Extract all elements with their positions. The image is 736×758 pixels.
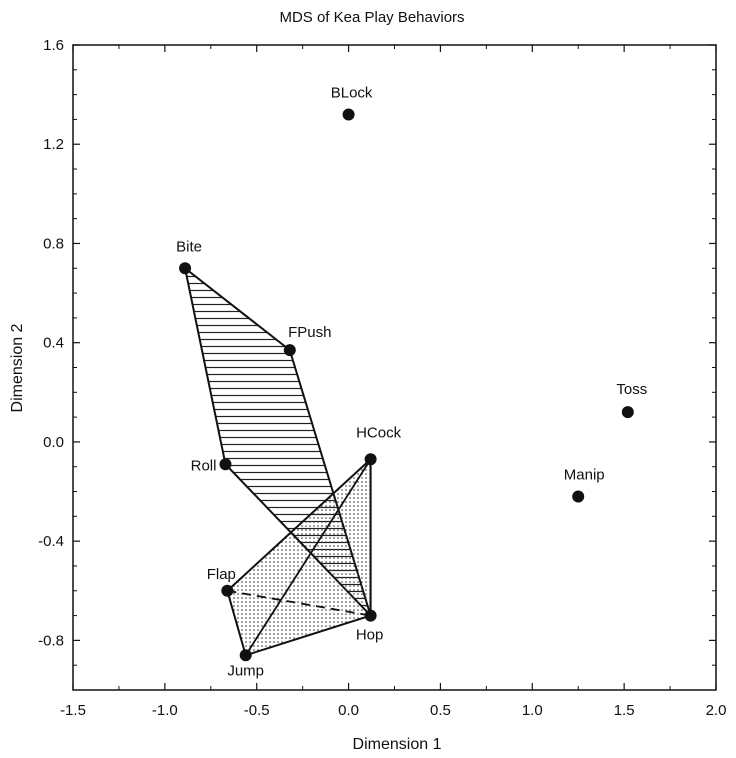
y-tick-label: 1.6 [43, 37, 64, 54]
connectors-layer [227, 458, 372, 656]
y-tick-label: -0.4 [38, 533, 64, 550]
x-tick-label: -0.5 [244, 702, 270, 719]
y-tick-label: 1.2 [43, 136, 64, 153]
point-toss [621, 406, 634, 419]
x-tick-label: 0.0 [338, 702, 359, 719]
y-tick-label: 0.0 [43, 434, 64, 451]
point-hop [364, 609, 377, 622]
point-label-block: BLock [331, 84, 373, 101]
plot-frame [72, 44, 717, 691]
point-block [342, 108, 355, 121]
y-tick-label: 0.8 [43, 235, 64, 252]
regions-layer [184, 267, 372, 657]
y-tick-label: -0.8 [38, 632, 64, 649]
x-axis-title: Dimension 1 [353, 736, 442, 753]
point-manip [572, 490, 585, 503]
point-label-bite: Bite [176, 238, 202, 255]
x-tick-label: -1.0 [152, 702, 178, 719]
connector-jump-hcock [244, 458, 372, 656]
points-layer: BLock Bite FPush Toss HCock Roll Manip Flap Hop J… [176, 84, 647, 679]
point-label-hcock: HCock [356, 424, 402, 441]
chart-title: MDS of Kea Play Behaviors [279, 9, 464, 26]
x-tick-label: 1.5 [614, 702, 635, 719]
x-tick-label: 0.5 [430, 702, 451, 719]
point-label-toss: Toss [616, 381, 647, 398]
point-label-hop: Hop [356, 627, 384, 644]
connector-flap-hop [227, 589, 371, 617]
y-tick-label: 0.4 [43, 335, 64, 352]
point-label-flap: Flap [207, 566, 236, 583]
point-label-roll: Roll [191, 457, 217, 474]
point-label-fpush: FPush [288, 324, 331, 341]
point-label-jump: Jump [227, 662, 264, 679]
point-bite [179, 262, 192, 275]
x-tick-label: 1.0 [522, 702, 543, 719]
point-hcock [364, 453, 377, 466]
x-tick-label: 2.0 [706, 702, 727, 719]
x-tick-label: -1.5 [60, 702, 86, 719]
point-jump [239, 649, 252, 662]
ticks-layer: -1.5 -1.0 -0.5 0.0 0.5 1.0 1.5 2.0 -0.8 -0.4 0.0 0.… [38, 37, 726, 719]
y-axis-title: Dimension 2 [9, 323, 26, 412]
point-roll [219, 458, 232, 471]
point-flap [221, 584, 234, 597]
point-fpush [283, 344, 296, 357]
point-label-manip: Manip [564, 467, 605, 484]
